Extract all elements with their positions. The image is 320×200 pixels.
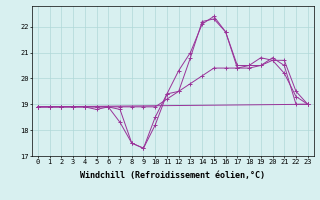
X-axis label: Windchill (Refroidissement éolien,°C): Windchill (Refroidissement éolien,°C): [80, 171, 265, 180]
